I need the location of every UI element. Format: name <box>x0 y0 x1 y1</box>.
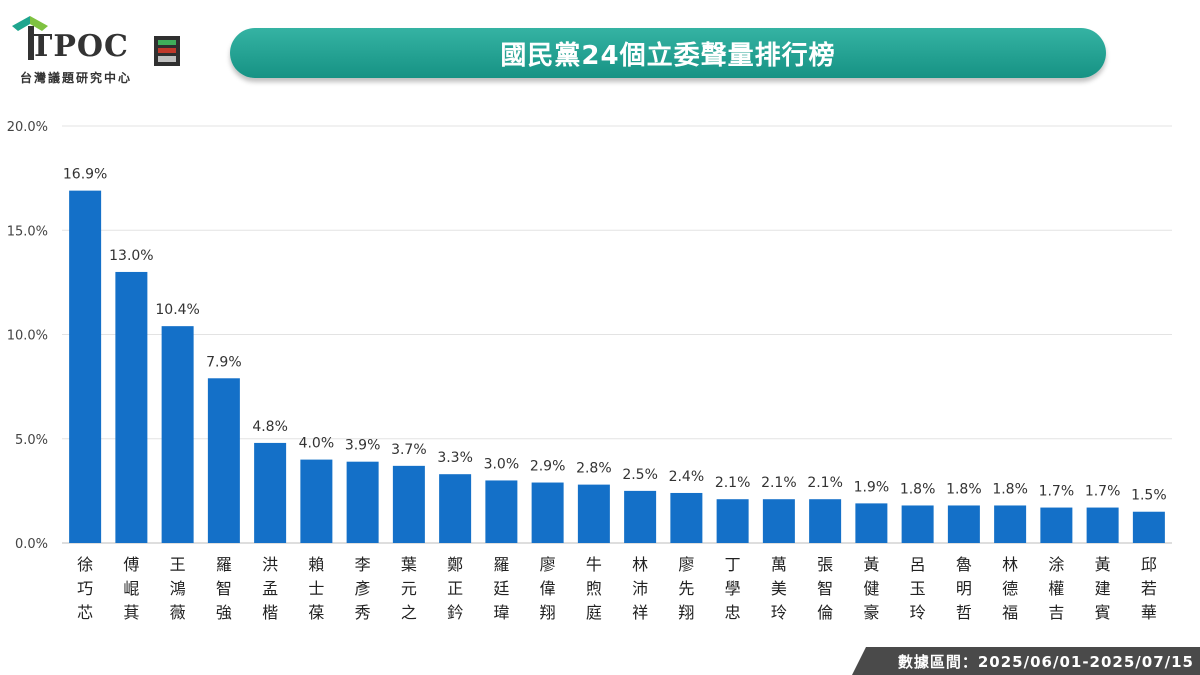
category-label: 王鴻薇 <box>170 555 186 622</box>
category-label: 魯明哲 <box>956 555 972 622</box>
bar <box>809 499 842 543</box>
category-label: 羅智強 <box>216 555 232 622</box>
category-label: 傅崐萁 <box>123 555 139 622</box>
bar <box>485 480 518 543</box>
logo-mark-icon <box>12 16 48 60</box>
category-label: 林德福 <box>1002 555 1018 622</box>
data-label: 1.7% <box>1085 484 1121 500</box>
logo-emblem-icon <box>154 36 180 66</box>
bar <box>947 505 980 543</box>
y-tick-label: 20.0% <box>7 120 48 135</box>
category-label: 林沛祥 <box>632 555 648 622</box>
data-label: 2.4% <box>669 469 705 485</box>
bar <box>855 503 888 543</box>
category-label: 廖偉翔 <box>540 555 556 622</box>
data-label: 1.5% <box>1131 488 1167 504</box>
category-label: 張智倫 <box>817 555 833 622</box>
category-label: 丁學忠 <box>725 555 741 622</box>
data-label: 3.9% <box>345 438 381 454</box>
category-label: 廖先翔 <box>678 555 694 622</box>
data-label: 3.3% <box>437 450 473 466</box>
bar <box>69 190 102 543</box>
bar <box>577 484 610 543</box>
data-label: 16.9% <box>63 167 107 183</box>
bar <box>624 490 657 543</box>
bar <box>161 326 194 543</box>
category-label: 李彥秀 <box>355 555 371 622</box>
y-tick-label: 10.0% <box>7 329 48 344</box>
data-label: 13.0% <box>109 248 153 264</box>
bar <box>254 442 287 543</box>
logo-subtitle: 台灣議題研究中心 <box>20 71 133 85</box>
category-label: 黃健豪 <box>863 555 879 622</box>
category-label: 葉元之 <box>401 555 417 622</box>
category-label: 洪孟楷 <box>262 555 278 622</box>
bar <box>1086 507 1119 543</box>
y-tick-label: 15.0% <box>7 224 48 239</box>
bar <box>716 499 749 543</box>
category-label: 羅廷瑋 <box>493 555 509 622</box>
chart-title: 國民黨24個立委聲量排行榜 <box>500 40 836 71</box>
y-tick-label: 5.0% <box>15 433 48 448</box>
title-banner: 國民黨24個立委聲量排行榜 <box>230 28 1106 78</box>
bar <box>115 271 148 543</box>
data-label: 2.1% <box>807 475 843 491</box>
data-label: 3.7% <box>391 442 427 458</box>
date-range-footer: 數據區間：2025/06/01-2025/07/15 <box>852 647 1200 675</box>
logo-wordmark: TPOC <box>30 29 129 64</box>
y-tick-label: 0.0% <box>15 537 48 552</box>
category-label: 賴士葆 <box>308 555 324 622</box>
data-label: 4.0% <box>299 436 335 452</box>
data-label: 1.8% <box>992 481 1028 497</box>
data-label: 1.8% <box>946 481 982 497</box>
bar <box>994 505 1027 543</box>
category-label: 涂權吉 <box>1048 555 1064 622</box>
data-label: 2.5% <box>622 467 658 483</box>
bar <box>1040 507 1073 543</box>
data-label: 7.9% <box>206 354 242 370</box>
data-label: 3.0% <box>484 456 520 472</box>
bar <box>670 492 703 543</box>
data-label: 1.7% <box>1039 484 1075 500</box>
bar <box>392 465 425 543</box>
date-range-text: 數據區間：2025/06/01-2025/07/15 <box>897 652 1194 671</box>
tpoc-logo: TPOC 台灣議題研究中心 <box>10 10 185 90</box>
bar <box>300 459 333 543</box>
data-label: 1.8% <box>900 481 936 497</box>
data-label: 4.8% <box>252 419 288 435</box>
category-label: 呂玉玲 <box>910 555 926 622</box>
bar <box>531 482 564 543</box>
data-label: 1.9% <box>854 479 890 495</box>
category-label: 鄭正鈐 <box>447 555 463 622</box>
category-label: 牛煦庭 <box>586 555 602 622</box>
category-label: 徐巧芯 <box>77 555 93 622</box>
bar <box>346 461 379 543</box>
bar <box>901 505 934 543</box>
bar <box>439 474 472 543</box>
bar <box>1132 511 1165 543</box>
bar <box>207 378 240 543</box>
category-label: 邱若華 <box>1141 555 1157 622</box>
data-label: 2.1% <box>761 475 797 491</box>
category-label: 萬美玲 <box>771 555 787 622</box>
category-label: 黃建賓 <box>1095 555 1111 622</box>
data-label: 10.4% <box>155 302 199 318</box>
data-label: 2.1% <box>715 475 751 491</box>
bar <box>762 499 795 543</box>
data-label: 2.8% <box>576 461 612 477</box>
data-label: 2.9% <box>530 459 566 475</box>
